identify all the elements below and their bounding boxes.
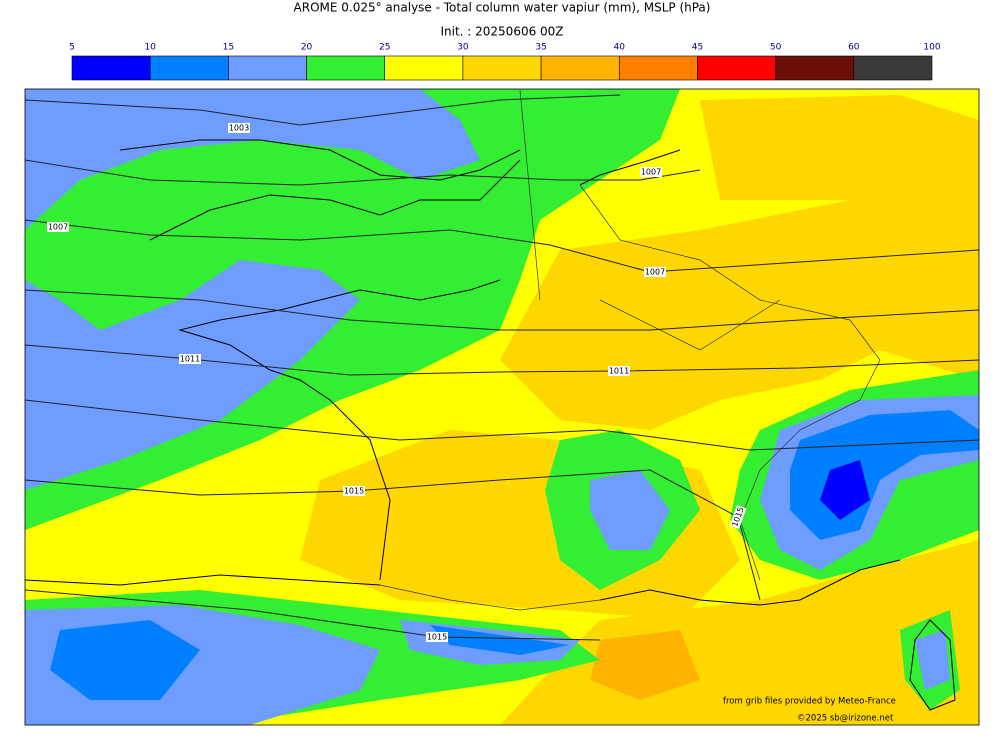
isobar-label: 1011 <box>609 367 629 376</box>
isobar-labels: 1003 1007 1007 1007 1011 1011 1015 1015 … <box>47 123 747 642</box>
colorbar-swatch <box>697 55 776 81</box>
colorbar-tick-label: 45 <box>692 43 703 53</box>
colorbar-swatch <box>462 55 542 81</box>
colorbar-tick-label: 30 <box>457 43 469 53</box>
colorbar-swatch <box>228 55 307 81</box>
isobar-label: 1011 <box>180 355 200 364</box>
colorbar-tick-label: 20 <box>301 43 313 53</box>
colorbar-tick-label: 35 <box>535 43 546 53</box>
isobar-label: 1007 <box>48 223 68 232</box>
isobar-label: 1015 <box>427 633 447 642</box>
colorbar-swatch <box>775 55 855 81</box>
colorbar-swatch <box>306 55 386 81</box>
colorbar-swatch <box>540 55 620 81</box>
colorbar-swatch <box>149 55 229 81</box>
map-subtitle: Init. : 20250606 00Z <box>440 25 563 39</box>
isobar-label: 1015 <box>344 487 364 496</box>
colorbar-swatch <box>853 55 933 81</box>
colorbar-tick-label: 10 <box>144 43 156 53</box>
isobar-label: 1007 <box>645 268 665 277</box>
map-title: AROME 0.025° analyse - Total column wate… <box>294 1 711 15</box>
colorbar-swatch <box>384 55 464 81</box>
colorbar-tick-label: 40 <box>614 43 626 53</box>
map-frame <box>24 88 980 726</box>
map-field <box>25 89 979 725</box>
isobar-label: 1003 <box>229 124 249 133</box>
colorbar-tick-label: 50 <box>770 43 782 53</box>
colorbar-tick-label: 60 <box>848 43 860 53</box>
credit: from grib files provided by Meteo-France <box>723 697 896 707</box>
colorbar-swatch <box>618 55 698 81</box>
colorbar-swatch <box>71 55 151 81</box>
colorbar-tick-label: 100 <box>923 43 940 53</box>
isobar-label: 1007 <box>641 168 661 177</box>
colorbar-tick-label: 15 <box>223 43 234 53</box>
colorbar-tick-label: 5 <box>69 43 75 53</box>
credit: ©2025 sb@irizone.net <box>797 714 894 724</box>
colorbar-tick-label: 25 <box>379 43 390 53</box>
colorbar: 5 10 15 20 25 30 35 40 45 50 60 100 <box>69 43 941 81</box>
